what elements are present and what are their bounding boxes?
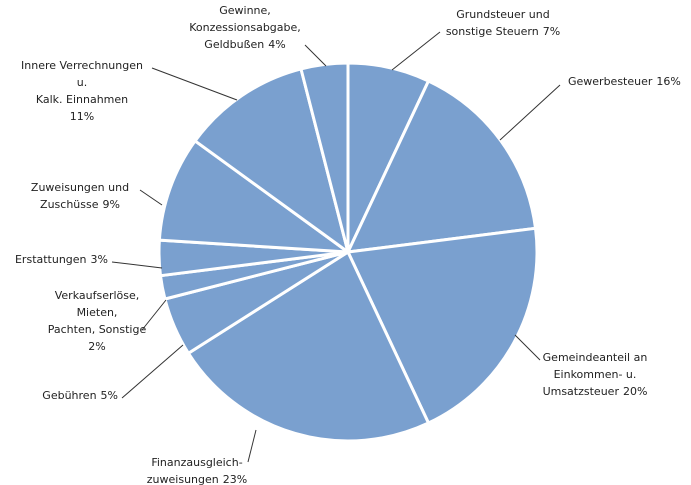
label-line: Kalk. Einnahmen: [36, 93, 128, 106]
label-line: Gewerbesteuer: [568, 75, 653, 88]
label-line: Erstattungen: [15, 253, 87, 266]
leader-line: [151, 67, 238, 101]
leader-line: [139, 189, 163, 206]
label-line: Geldbußen: [204, 38, 264, 51]
label-line: Zuschüsse: [40, 198, 99, 211]
pie-slice: [346, 226, 539, 425]
value-label: 11%: [70, 110, 94, 123]
leader-line: [499, 84, 561, 141]
value-label: 16%: [656, 75, 680, 88]
label-line: Pachten, Sonstige: [48, 323, 147, 336]
label-line: u.: [77, 76, 87, 89]
value-label: 9%: [103, 198, 120, 211]
label-line: sonstige Steuern: [446, 25, 539, 38]
label-line: Gebühren: [42, 389, 96, 402]
pie-slice: [193, 67, 350, 254]
label-line: Zuweisungen und: [31, 181, 129, 194]
label-line: Gemeindeanteil an: [543, 351, 648, 364]
label-line: Einkommen- u.: [554, 368, 637, 381]
pie-slice: [186, 250, 430, 443]
value-label: 4%: [268, 38, 285, 51]
leader-line: [111, 261, 163, 269]
slice-label: Gewerbesteuer: [568, 75, 653, 88]
label-line: Innere Verrechnungen: [21, 59, 143, 72]
slice-label: Grundsteuer und sonstige Steuern: [446, 8, 550, 38]
slice-label: Verkaufserlöse, Mieten, Pachten, Sonstige: [48, 289, 147, 336]
slice-label: Innere Verrechnungen u. Kalk. Einnahmen: [21, 59, 143, 106]
slice-label: Gemeindeanteil an Einkommen- u. Umsatzsteu…: [543, 351, 648, 398]
value-label: 5%: [101, 389, 118, 402]
value-label: 2%: [88, 340, 105, 353]
value-label: 3%: [91, 253, 108, 266]
leader-line: [247, 429, 257, 463]
value-label: 23%: [223, 473, 247, 485]
label-line: Mieten,: [77, 306, 118, 319]
pie-slice: [157, 139, 350, 254]
leader-line: [121, 344, 184, 399]
value-label: 20%: [623, 385, 647, 398]
label-line: Umsatzsteuer: [543, 385, 620, 398]
label-line: Verkaufserlöse,: [55, 289, 140, 302]
slice-label: Erstattungen: [15, 253, 87, 266]
pie-slice: [346, 79, 538, 254]
slice-label: Zuweisungen und Zuschüsse: [31, 181, 129, 211]
leader-line: [391, 31, 441, 71]
leader-line: [514, 334, 541, 361]
label-line: Gewinne,: [219, 4, 271, 17]
label-line: Konzessionsabgabe,: [189, 21, 301, 34]
slice-label: Gebühren: [42, 389, 96, 402]
label-line: zuweisungen: [147, 473, 219, 485]
value-label: 7%: [543, 25, 560, 38]
leader-line: [141, 299, 167, 331]
label-line: Grundsteuer und: [456, 8, 549, 21]
label-line: Finanzausgleich-: [151, 456, 242, 469]
leader-line: [304, 44, 327, 67]
slice-label: Finanzausgleich-zuweisungen: [147, 456, 243, 485]
slice-label: Gewinne, Konzessionsabgabe, Geldbußen: [189, 4, 301, 51]
